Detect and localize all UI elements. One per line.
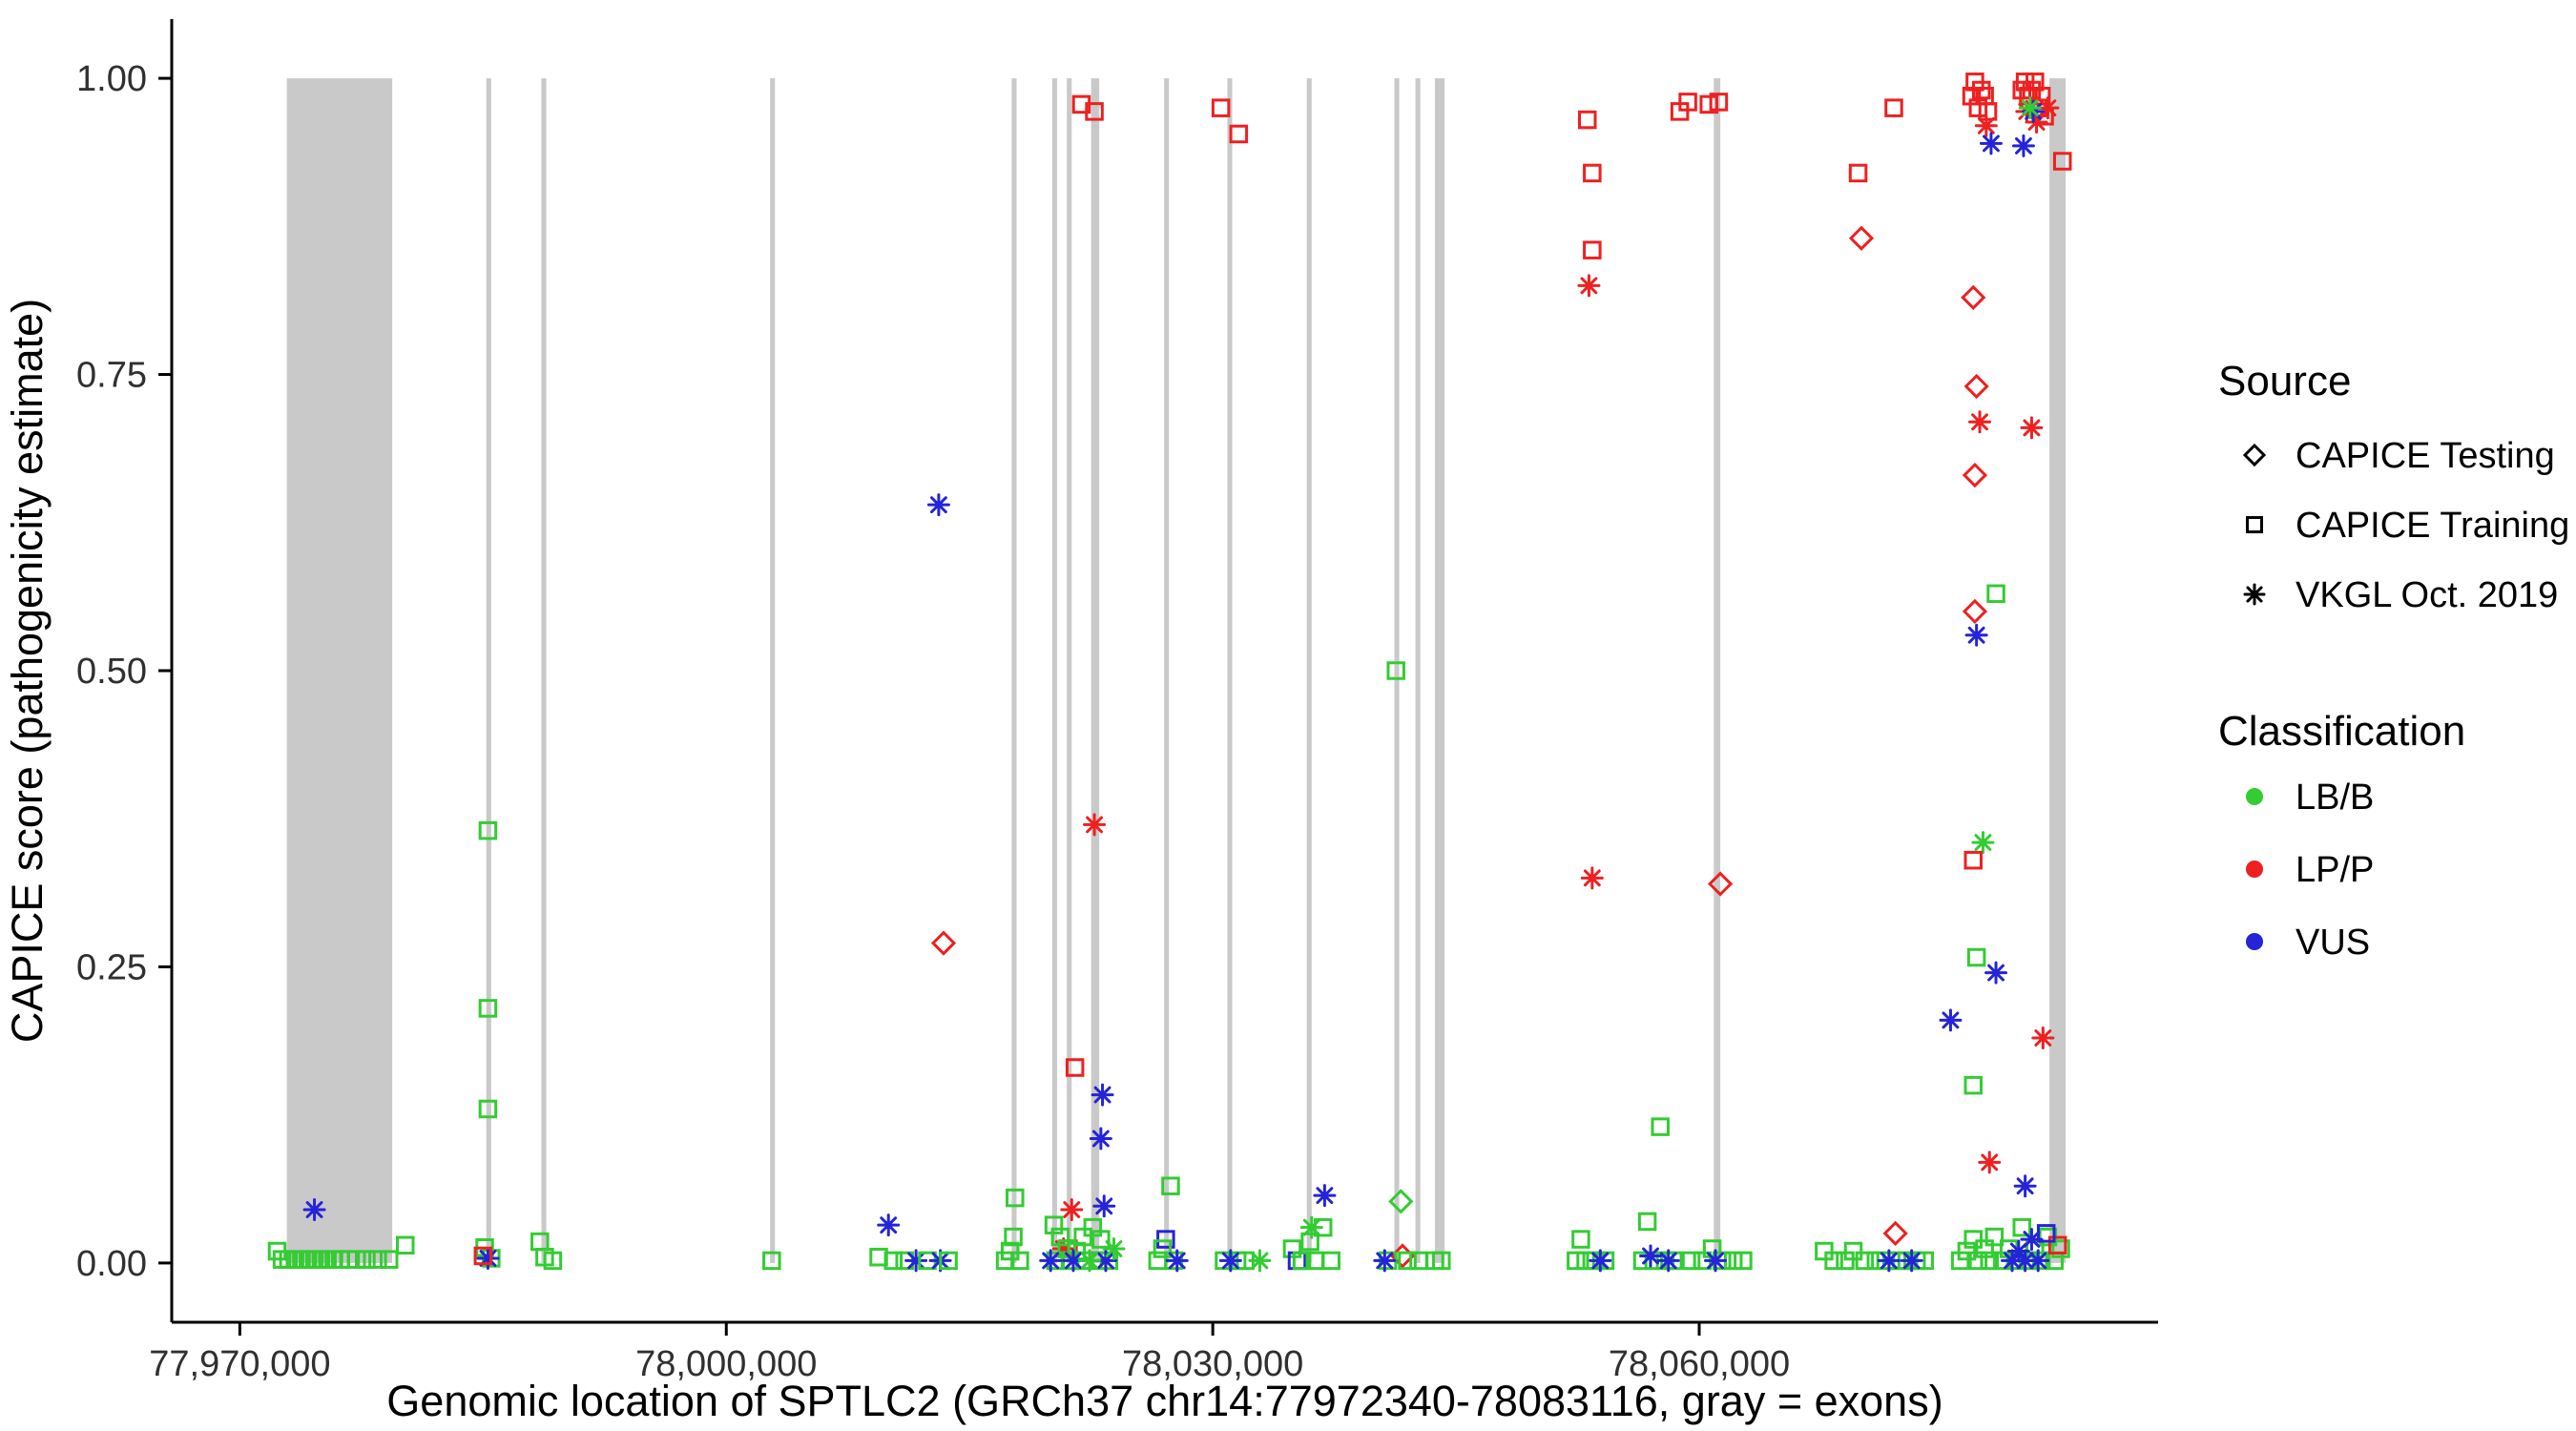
vus-dot-icon	[2246, 933, 2263, 950]
diamond-icon	[2242, 443, 2267, 467]
svg-text:0.00: 0.00	[76, 1244, 147, 1284]
svg-text:1.00: 1.00	[76, 59, 147, 99]
legend-item-lp-p: LP/P	[2296, 850, 2374, 890]
legend-source-title: Source	[2218, 358, 2351, 404]
data-points	[267, 73, 2072, 1273]
svg-text:0.75: 0.75	[76, 356, 147, 396]
lp-p-dot-icon	[2246, 861, 2263, 878]
svg-text:78,060,000: 78,060,000	[1609, 1344, 1790, 1384]
svg-text:0.25: 0.25	[76, 947, 147, 987]
y-axis-title: CAPICE score (pathogenicity estimate)	[3, 299, 52, 1043]
legend-item-capice-training: CAPICE Training	[2296, 506, 2569, 546]
exon-bands	[286, 78, 2067, 1263]
svg-text:78,000,000: 78,000,000	[635, 1344, 817, 1384]
legend-item-vkgl-oct-2019: VKGL Oct. 2019	[2296, 575, 2558, 615]
x-axis-title: Genomic location of SPTLC2 (GRCh37 chr14…	[386, 1377, 1942, 1425]
legend-classification-title: Classification	[2218, 708, 2465, 755]
legend: Source CAPICE Testing CAPICE Training VK…	[2218, 358, 2569, 963]
svg-text:78,030,000: 78,030,000	[1122, 1344, 1303, 1384]
svg-text:0.50: 0.50	[76, 652, 147, 692]
lb-b-dot-icon	[2246, 788, 2263, 805]
legend-item-capice-testing: CAPICE Testing	[2296, 436, 2555, 476]
legend-item-lb-b: LB/B	[2296, 778, 2374, 818]
square-icon	[2246, 516, 2263, 533]
axes: 77,970,000 78,000,000 78,030,000 78,060,000…	[76, 19, 2158, 1384]
legend-item-vus: VUS	[2296, 923, 2370, 963]
asterisk-icon	[2243, 583, 2266, 606]
svg-text:77,970,000: 77,970,000	[149, 1344, 330, 1384]
